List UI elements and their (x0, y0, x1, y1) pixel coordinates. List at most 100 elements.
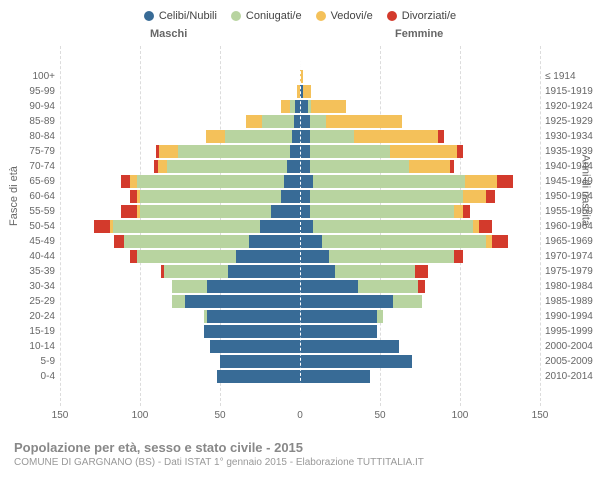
bar-segment (121, 205, 137, 218)
bar-segment (292, 130, 300, 143)
male-bar (206, 130, 300, 143)
x-tick: 100 (452, 410, 469, 421)
bar-segment (454, 205, 464, 218)
bar-segment (300, 175, 313, 188)
female-bar (300, 250, 463, 263)
x-tick: 0 (297, 410, 303, 421)
age-label: 0-4 (0, 369, 55, 384)
bar-segment (310, 115, 326, 128)
age-label: 50-54 (0, 219, 55, 234)
bar-segment (358, 280, 419, 293)
bar-segment (450, 160, 453, 173)
bar-segment (313, 175, 465, 188)
birth-year-label: 1955-1959 (545, 204, 600, 219)
male-bar (281, 100, 300, 113)
x-tick: 100 (132, 410, 149, 421)
footer: Popolazione per età, sesso e stato civil… (0, 436, 600, 468)
bar-segment (114, 235, 124, 248)
legend-swatch (144, 11, 154, 21)
bar-segment (140, 190, 281, 203)
bar-segment (178, 145, 290, 158)
male-bar (217, 370, 300, 383)
female-column-title: Femmine (395, 28, 443, 40)
female-bar (300, 145, 463, 158)
age-label: 75-79 (0, 144, 55, 159)
bar-segment (377, 310, 383, 323)
bar-segment (300, 370, 370, 383)
bar-segment (300, 130, 310, 143)
bar-segment (300, 250, 329, 263)
bar-segment (438, 130, 444, 143)
bar-segment (210, 340, 300, 353)
male-bar (130, 250, 300, 263)
bar-segment (94, 220, 110, 233)
age-label: 35-39 (0, 264, 55, 279)
bar-segment (463, 190, 485, 203)
legend-label: Divorziati/e (402, 10, 456, 22)
bar-segment (284, 175, 300, 188)
bar-segment (300, 115, 310, 128)
bar-segment (290, 145, 300, 158)
bar-segment (492, 235, 508, 248)
birth-year-label: 2005-2009 (545, 354, 600, 369)
birth-year-label: 1960-1964 (545, 219, 600, 234)
bar-segment (300, 280, 358, 293)
bar-segment (497, 175, 513, 188)
bar-segment (457, 145, 463, 158)
bar-segment (287, 160, 300, 173)
birth-year-label: 1965-1969 (545, 234, 600, 249)
age-label: 15-19 (0, 324, 55, 339)
bar-segment (310, 130, 355, 143)
bar-segment (300, 100, 308, 113)
bar-segment (415, 265, 428, 278)
bar-segment (220, 355, 300, 368)
female-bar (300, 205, 470, 218)
female-bar (300, 175, 513, 188)
female-bar (300, 100, 346, 113)
chart-area: Maschi Femmine Fasce di età Anni di nasc… (0, 26, 600, 436)
bar-segment (393, 295, 422, 308)
legend-swatch (387, 11, 397, 21)
male-bar (220, 355, 300, 368)
bar-segment (310, 160, 409, 173)
center-line (300, 46, 301, 406)
bar-segment (300, 295, 393, 308)
male-bar (204, 325, 300, 338)
birth-year-label: 1935-1939 (545, 144, 600, 159)
female-bar (300, 325, 377, 338)
male-bar (210, 340, 300, 353)
x-tick: 50 (214, 410, 225, 421)
bar-segment (262, 115, 294, 128)
age-label: 65-69 (0, 174, 55, 189)
bar-segment (121, 175, 131, 188)
age-label: 45-49 (0, 234, 55, 249)
birth-year-label: 1975-1979 (545, 264, 600, 279)
bar-segment (310, 145, 390, 158)
bar-segment (486, 190, 496, 203)
bar-segment (271, 205, 300, 218)
bar-segment (300, 340, 399, 353)
x-tick: 150 (52, 410, 69, 421)
age-label: 30-34 (0, 279, 55, 294)
bar-segment (354, 130, 437, 143)
age-label: 100+ (0, 69, 55, 84)
male-bar (121, 205, 300, 218)
birth-year-label: 1990-1994 (545, 309, 600, 324)
birth-year-label: 1970-1974 (545, 249, 600, 264)
bar-segment (167, 160, 287, 173)
age-label: 95-99 (0, 84, 55, 99)
footer-subtitle: COMUNE DI GARGNANO (BS) - Dati ISTAT 1° … (14, 457, 586, 468)
bar-segment (300, 220, 313, 233)
male-bar (204, 310, 300, 323)
bar-segment (326, 115, 403, 128)
bar-segment (300, 310, 377, 323)
bar-segment (418, 280, 424, 293)
birth-year-label: 1995-1999 (545, 324, 600, 339)
female-bar (300, 130, 444, 143)
bar-segment (479, 220, 492, 233)
age-label: 25-29 (0, 294, 55, 309)
bar-segment (313, 220, 473, 233)
birth-year-label: 1925-1929 (545, 114, 600, 129)
bar-segment (463, 205, 469, 218)
bar-segment (300, 190, 310, 203)
